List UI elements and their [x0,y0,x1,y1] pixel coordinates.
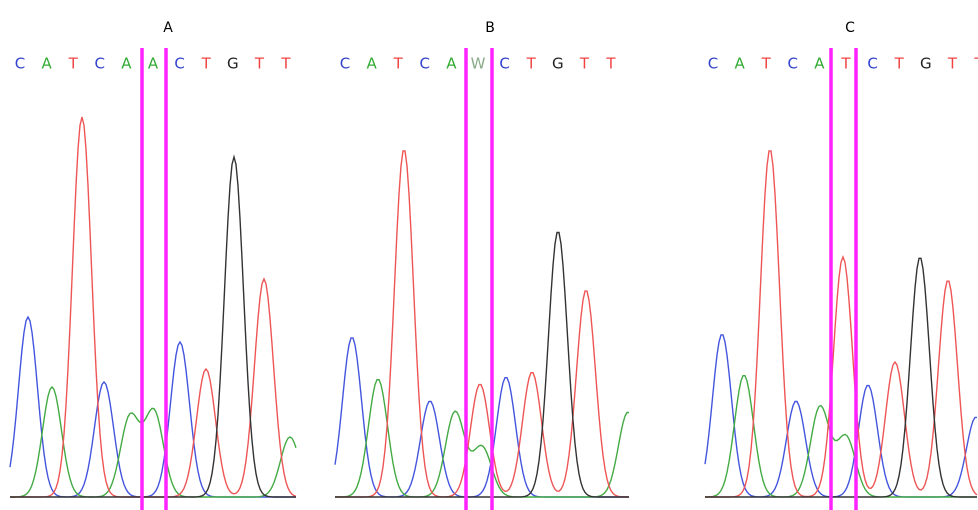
trace-g [10,387,296,497]
base-call: C [867,55,877,73]
trace-b [705,335,977,497]
base-call: T [761,55,772,73]
page: ACATCAACTGTTBCATCAWCTGTTCCATCATCTGTT (()… [0,0,978,510]
base-call: C [95,55,105,73]
base-call: C [708,55,718,73]
trace-k [335,233,629,498]
base-call: A [41,55,52,73]
base-call: T [393,55,404,73]
base-call: C [499,55,509,73]
base-call: C [340,55,350,73]
base-call: T [254,55,265,73]
base-call: T [840,55,851,73]
panel-label: B [485,20,495,36]
panel-label: C [845,20,855,36]
base-call: T [579,55,590,73]
base-call: A [734,55,745,73]
base-call: C [420,55,430,73]
base-call: C [15,55,25,73]
panel-label: A [163,20,173,36]
trace-b [335,338,629,497]
chromatograms: ACATCAACTGTTBCATCAWCTGTTCCATCATCTGTT [0,0,978,510]
trace-k [10,157,296,497]
base-call: G [920,55,932,73]
trace-r [10,117,296,497]
base-call: A [814,55,825,73]
base-call: T [201,55,212,73]
base-call: T [605,55,616,73]
base-call: C [788,55,798,73]
base-call: T [68,55,79,73]
base-call: A [446,55,457,73]
base-call: T [973,55,978,73]
trace-g [335,380,629,497]
base-call: T [280,55,291,73]
base-call: W [471,55,486,73]
base-call: A [366,55,377,73]
base-call: T [947,55,958,73]
base-call: A [121,55,132,73]
base-call: T [526,55,537,73]
trace-b [10,317,296,497]
base-call: C [174,55,184,73]
base-call: A [148,55,159,73]
base-call: T [894,55,905,73]
base-call: G [227,55,239,73]
base-call: G [552,55,564,73]
